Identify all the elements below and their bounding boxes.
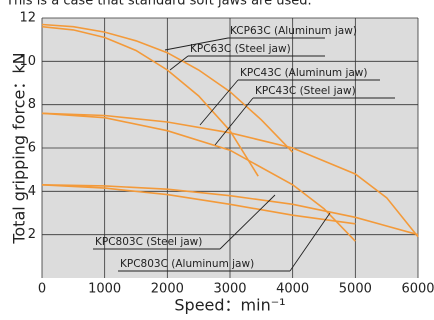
- leader-line: [214, 97, 395, 146]
- x-tick-label: 4000: [276, 282, 309, 297]
- y-tick-label: 12: [19, 11, 36, 26]
- series-label: KPC43C (Steel jaw): [255, 85, 356, 97]
- curve: [41, 23, 294, 153]
- curve: [41, 112, 419, 238]
- series-label: KCP63C (Aluminum jaw): [230, 25, 357, 37]
- x-tick-label: 5000: [339, 282, 372, 297]
- series-label: KPC43C (Aluminum jaw): [240, 67, 368, 79]
- y-tick-label: 2: [28, 227, 36, 242]
- x-tick-label: 0: [38, 282, 46, 297]
- y-tick-label: 10: [19, 54, 36, 69]
- caption: This is a case that standard soft jaws a…: [5, 0, 312, 9]
- curve: [41, 25, 259, 177]
- leader-line: [118, 212, 331, 272]
- leader-line: [93, 194, 276, 250]
- curve: [41, 184, 419, 236]
- series-label: KPC63C (Steel jaw): [190, 43, 291, 55]
- leader-line: [169, 55, 325, 71]
- y-tick-label: 8: [28, 97, 36, 112]
- x-axis-label: Speed：min⁻¹: [174, 296, 285, 315]
- y-tick-label: 6: [28, 141, 36, 156]
- y-axis-label: Total gripping force：kN: [10, 52, 29, 244]
- curve: [41, 184, 356, 225]
- curve: [41, 112, 356, 242]
- leader-line: [164, 37, 325, 51]
- x-tick-label: 3000: [213, 282, 246, 297]
- x-tick-label: 2000: [151, 282, 184, 297]
- series-label: KPC803C (Aluminum jaw): [120, 258, 254, 270]
- x-tick-label: 1000: [88, 282, 121, 297]
- leader-line: [199, 79, 380, 126]
- series-label: KPC803C (Steel jaw): [95, 236, 202, 248]
- y-tick-label: 4: [28, 184, 36, 199]
- x-tick-label: 6000: [401, 282, 434, 297]
